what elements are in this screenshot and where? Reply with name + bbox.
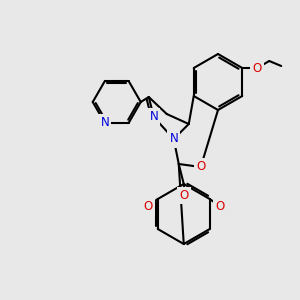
Text: O: O xyxy=(253,61,262,74)
Text: O: O xyxy=(179,189,188,202)
Text: O: O xyxy=(196,160,206,173)
Text: O: O xyxy=(143,200,153,212)
Text: N: N xyxy=(100,116,109,129)
Text: N: N xyxy=(169,133,178,146)
Text: N: N xyxy=(149,110,158,124)
Text: O: O xyxy=(215,200,224,212)
